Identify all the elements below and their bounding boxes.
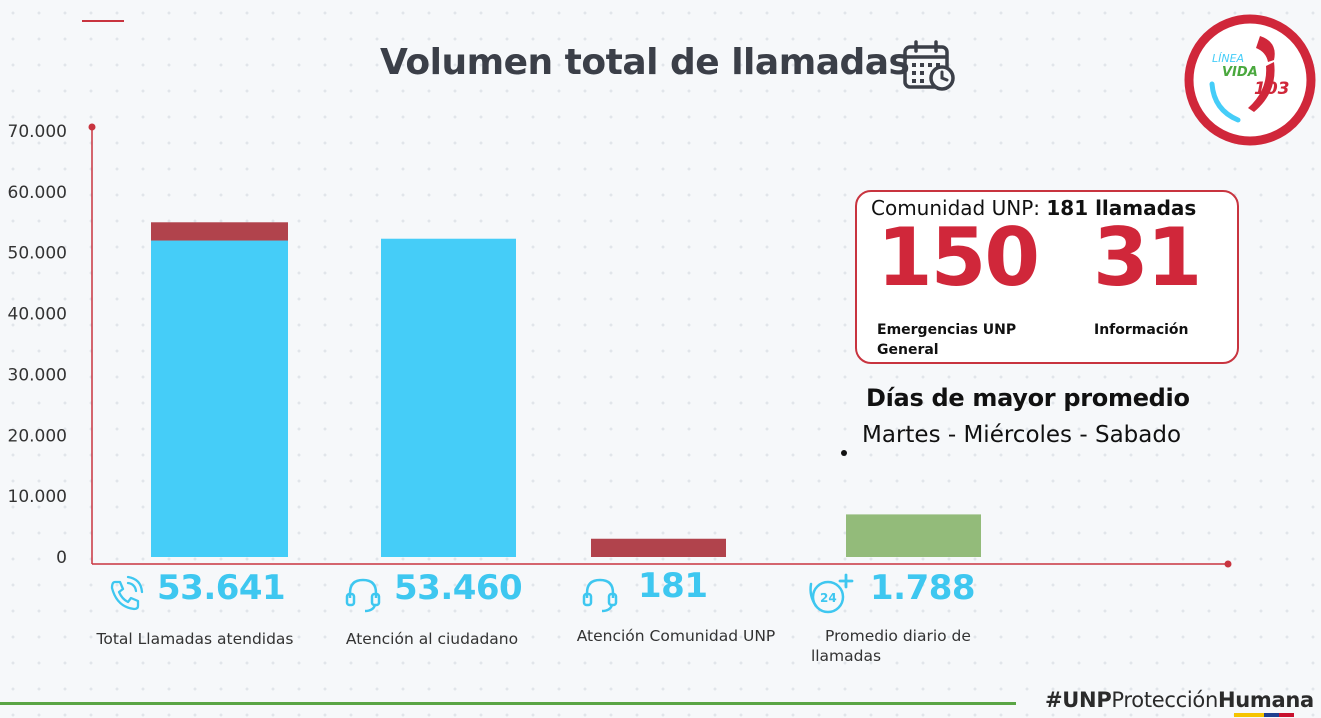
community-heading: Comunidad UNP: 181 llamadas (871, 196, 1196, 220)
bars-group (151, 222, 981, 558)
y-tick-label-1: 10.000 (8, 487, 67, 507)
informacion-label: Información (1094, 322, 1189, 338)
y-tick-label-6: 60.000 (8, 183, 67, 203)
logo-number-text: 103 (1254, 79, 1290, 99)
24h-phone-icon: 24 (809, 573, 854, 614)
emergencias-label-line1: Emergencias UNP (877, 322, 1017, 338)
stat-citizen-label: Atención al ciudadano (345, 630, 519, 648)
hashtag-end: Humana (1217, 688, 1314, 712)
stat-daily-label-line1: Promedio diario de (825, 627, 971, 645)
stat-daily-label-line2: llamadas (810, 647, 882, 665)
emergencias-value: 150 (877, 211, 1040, 304)
bar-0-segment-1 (151, 222, 288, 241)
y-tick-label-7: 70.000 (8, 122, 67, 142)
informacion-value: 31 (1093, 211, 1202, 304)
bar-3-segment-0 (846, 514, 981, 557)
stat-community-label: Atención Comunidad UNP (576, 627, 776, 645)
phone-ringing-icon (110, 575, 144, 611)
bar-chart: 0 10.000 20.000 30.000 40.000 50.000 60.000 70.… (8, 122, 1232, 568)
stat-community-value: 181 (638, 566, 708, 606)
bar-1-segment-0 (381, 238, 516, 557)
community-summary-box: Comunidad UNP: 181 llamadas 150 31 Emerg… (855, 190, 1239, 364)
stat-total-label: Total Llamadas atendidas (96, 630, 294, 648)
y-axis-ticks: 0 10.000 20.000 30.000 40.000 50.000 60.000 70.… (8, 122, 67, 568)
y-tick-label-5: 50.000 (8, 244, 67, 264)
peak-days-title: Días de mayor promedio (866, 384, 1190, 412)
x-axis-end-dot (1224, 560, 1232, 568)
community-label: Comunidad UNP: (871, 196, 1040, 220)
colombia-flag-stripe (1234, 713, 1294, 717)
bar-0-segment-0 (151, 240, 288, 558)
bar-2-segment-0 (591, 538, 726, 557)
peak-days-list: Martes - Miércoles - Sabado (862, 422, 1182, 448)
y-tick-label-0: 0 (56, 548, 67, 568)
y-tick-label-3: 30.000 (8, 365, 67, 385)
bottom-green-line (0, 702, 1016, 705)
top-accent-line (82, 20, 124, 22)
linea-vida-logo: LÍNEA VIDA 103 (1184, 14, 1316, 146)
calendar-clock-icon (903, 40, 955, 91)
emergencias-label-line2: General (877, 342, 939, 358)
headset-icon (345, 578, 381, 613)
logo-vida-text: VIDA (1222, 65, 1258, 80)
hashtag: #UNPProtecciónHumana (1045, 688, 1314, 712)
y-tick-label-4: 40.000 (8, 305, 67, 325)
y-axis-end-dot (88, 123, 96, 131)
hashtag-mid: Protección (1111, 688, 1218, 712)
stat-daily-value: 1.788 (870, 568, 976, 608)
hashtag-prefix: #UNP (1045, 688, 1112, 712)
y-tick-label-2: 20.000 (8, 426, 67, 446)
headset-icon-community (582, 578, 618, 613)
page-title: Volumen total de llamadas (380, 42, 910, 83)
stat-total-value: 53.641 (157, 568, 286, 608)
stat-citizen-value: 53.460 (394, 568, 523, 608)
community-total: 181 llamadas (1046, 196, 1197, 220)
logo-linea-text: LÍNEA (1212, 52, 1244, 65)
bullet-dot (841, 450, 847, 456)
icon-24-text: 24 (820, 591, 837, 605)
